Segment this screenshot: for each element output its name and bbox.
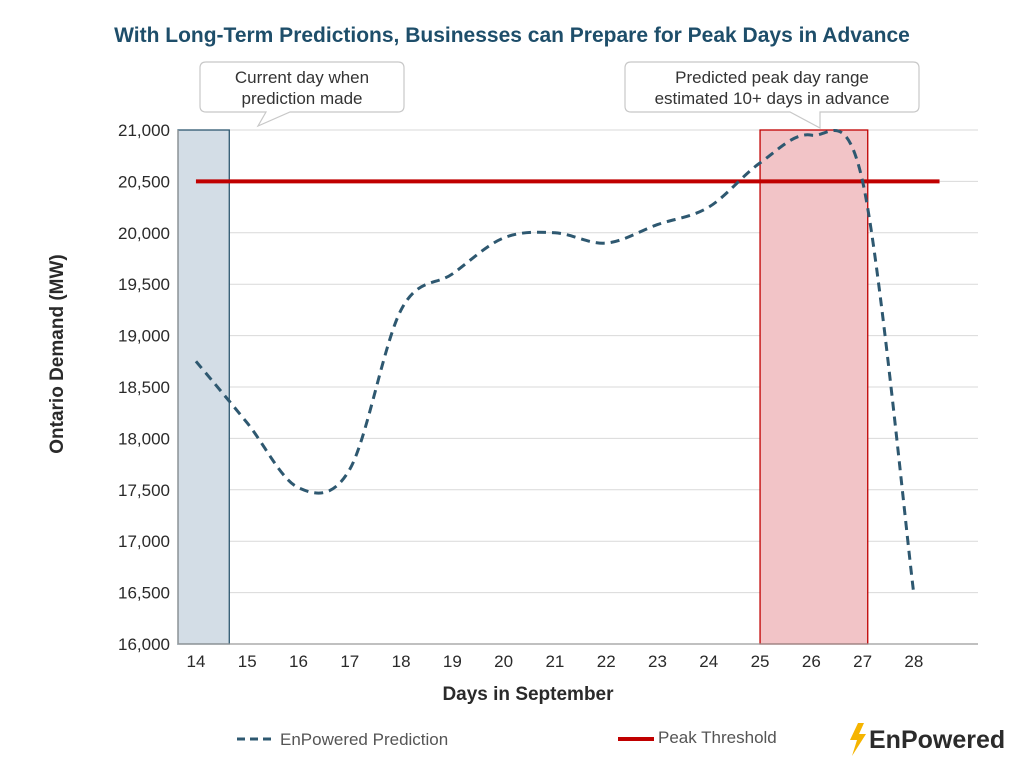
x-tick-label: 19 (443, 652, 462, 671)
callout-line-1: Current day when (235, 68, 369, 87)
legend: EnPowered Prediction Peak Threshold (237, 728, 777, 749)
callout-bubble (199, 61, 405, 128)
callout-current-day: Current day when prediction made (199, 61, 405, 128)
chart-title: With Long-Term Predictions, Businesses c… (114, 24, 910, 47)
highlight-regions (177, 129, 869, 645)
x-tick-label: 21 (545, 652, 564, 671)
x-tick-label: 27 (853, 652, 872, 671)
x-tick-label: 16 (289, 652, 308, 671)
current-day-region (177, 129, 230, 645)
callout-peak-range: Predicted peak day range estimated 10+ d… (624, 61, 920, 129)
y-tick-label: 17,500 (118, 481, 170, 500)
x-tick-label: 14 (186, 652, 205, 671)
callout-line-1: Predicted peak day range (675, 68, 869, 87)
x-tick-label: 25 (751, 652, 770, 671)
legend-label-threshold: Peak Threshold (658, 728, 777, 747)
x-tick-label: 22 (597, 652, 616, 671)
y-tick-label: 20,500 (118, 172, 170, 191)
axes (177, 130, 978, 645)
data-series (194, 129, 940, 595)
y-tick-label: 16,000 (118, 635, 170, 654)
prediction-line (194, 129, 916, 595)
brand-logo: EnPowered (850, 723, 1005, 756)
y-tick-label: 20,000 (118, 224, 170, 243)
brand-name: EnPowered (869, 726, 1005, 754)
y-tick-labels: 16,000 16,500 17,000 17,500 18,000 18,500 19,0… (118, 121, 170, 654)
y-axis-title: Ontario Demand (MW) (47, 254, 68, 454)
x-axis-title: Days in September (442, 684, 614, 705)
x-tick-label: 18 (392, 652, 411, 671)
x-tick-label: 28 (904, 652, 923, 671)
y-tick-label: 19,000 (118, 327, 170, 346)
y-tick-label: 17,000 (118, 532, 170, 551)
y-tick-label: 18,000 (118, 429, 170, 448)
x-tick-label: 24 (699, 652, 718, 671)
lightning-bolt-icon (850, 723, 866, 756)
x-tick-label: 20 (494, 652, 513, 671)
peak-range-region (759, 129, 869, 645)
callout-line-2: prediction made (242, 89, 363, 108)
y-tick-label: 16,500 (118, 584, 170, 603)
y-tick-label: 21,000 (118, 121, 170, 140)
x-tick-label: 23 (648, 652, 667, 671)
x-tick-label: 15 (238, 652, 257, 671)
y-tick-label: 19,500 (118, 275, 170, 294)
callout-line-2: estimated 10+ days in advance (655, 89, 890, 108)
y-tick-label: 18,500 (118, 378, 170, 397)
callout-bubble (624, 61, 920, 129)
legend-label-prediction: EnPowered Prediction (280, 730, 448, 749)
x-tick-label: 26 (802, 652, 821, 671)
x-tick-labels: 14 15 16 17 18 19 20 21 22 23 24 25 26 27 28 (186, 652, 923, 671)
x-tick-label: 17 (340, 652, 359, 671)
